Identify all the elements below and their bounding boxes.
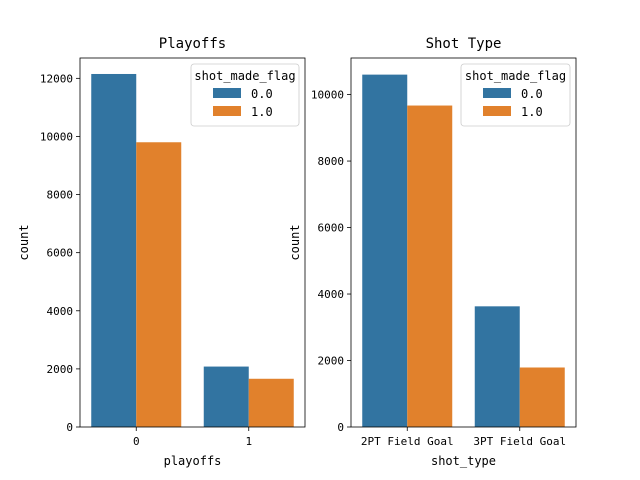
x-tick-label: 2PT Field Goal xyxy=(361,435,454,448)
y-tick-label: 0 xyxy=(337,421,344,434)
y-tick-label: 4000 xyxy=(47,305,74,318)
y-tick-label: 8000 xyxy=(47,189,74,202)
legend-entry-1.0: 1.0 xyxy=(251,105,273,119)
y-tick-label: 6000 xyxy=(47,247,74,260)
y-tick-label: 6000 xyxy=(318,222,345,235)
y-tick-label: 0 xyxy=(66,421,73,434)
bar-2pt-field-goal-series-1.0 xyxy=(407,105,453,427)
bar-3pt-field-goal-series-0.0 xyxy=(474,306,520,427)
y-tick-label: 8000 xyxy=(318,155,345,168)
legend-entry-0.0: 0.0 xyxy=(251,87,273,101)
x-axis-label: playoffs xyxy=(164,454,222,468)
legend-entry-0.0: 0.0 xyxy=(521,87,543,101)
legend-swatch-1.0 xyxy=(483,106,511,116)
y-tick-label: 2000 xyxy=(318,355,345,368)
chart-title: Shot Type xyxy=(426,36,502,52)
legend-swatch-0.0 xyxy=(483,88,511,98)
y-axis-label: count xyxy=(17,224,31,260)
x-tick-label: 3PT Field Goal xyxy=(473,435,566,448)
legend-swatch-1.0 xyxy=(213,106,241,116)
y-tick-label: 2000 xyxy=(47,363,74,376)
bar-0-series-1.0 xyxy=(136,142,182,428)
subplot-1: 0 2000 4000 6000 8000 10000 12000 0 1 Playoffs pla… xyxy=(17,36,306,468)
y-tick-label: 4000 xyxy=(318,288,345,301)
y-tick-label: 10000 xyxy=(40,130,73,143)
bar-0-series-0.0 xyxy=(91,73,137,427)
legend-swatch-0.0 xyxy=(213,88,241,98)
y-tick-label: 12000 xyxy=(40,72,73,85)
legend-title: shot_made_flag xyxy=(465,69,566,83)
axes-frame xyxy=(79,57,306,428)
x-tick-label: 0 xyxy=(133,435,140,448)
bar-1-series-1.0 xyxy=(248,378,294,427)
legend: shot_made_flag 0.0 1.0 xyxy=(460,63,571,127)
x-axis-label: shot_type xyxy=(431,454,496,468)
bar-3pt-field-goal-series-1.0 xyxy=(519,367,565,427)
legend: shot_made_flag 0.0 1.0 xyxy=(190,63,300,127)
subplot-2: 0 2000 4000 6000 8000 10000 2PT Field Goal 3PT … xyxy=(288,36,577,468)
axes-frame xyxy=(350,57,577,428)
bar-2pt-field-goal-series-0.0 xyxy=(362,74,408,428)
bar-1-series-0.0 xyxy=(203,366,249,427)
y-tick-label: 10000 xyxy=(311,89,344,102)
y-axis-label: count xyxy=(288,224,302,260)
legend-title: shot_made_flag xyxy=(194,69,295,83)
legend-entry-1.0: 1.0 xyxy=(521,105,543,119)
x-tick-label: 1 xyxy=(245,435,252,448)
chart-title: Playoffs xyxy=(159,36,226,52)
